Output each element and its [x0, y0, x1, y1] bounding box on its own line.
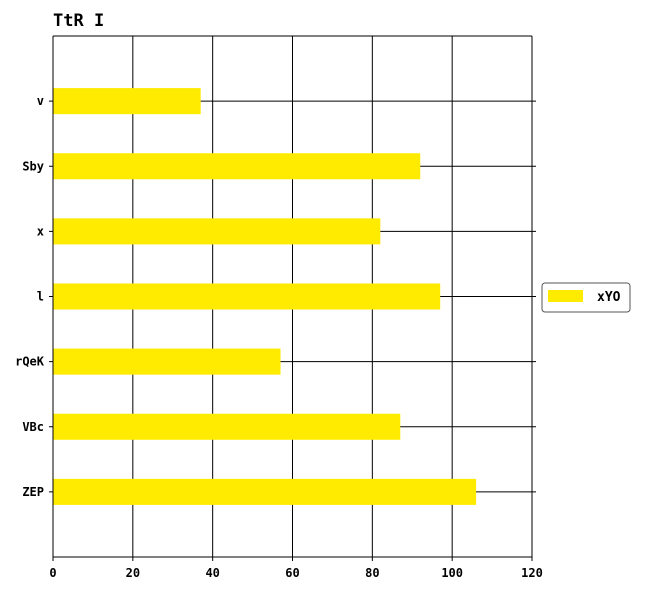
bar-rqek: [53, 348, 281, 375]
x-tick-label: 40: [205, 566, 219, 580]
x-tick-label: 100: [441, 566, 463, 580]
y-tick-label: ZEP: [22, 485, 44, 499]
x-tick-label: 60: [285, 566, 299, 580]
bar-x: [53, 218, 381, 245]
y-tick-label: VBc: [22, 420, 44, 434]
x-axis-ticks: 0 20 40 60 80 100 120: [49, 557, 543, 580]
bar-l: [53, 283, 441, 310]
bar-vbc: [53, 413, 401, 440]
legend: xYO: [541, 282, 631, 313]
bar-zep: [53, 478, 477, 505]
y-tick-label: l: [37, 290, 44, 304]
chart-title: TtR I: [53, 11, 104, 31]
bars: [53, 88, 477, 505]
y-tick-label: v: [37, 94, 44, 108]
bar-sby: [53, 153, 421, 180]
y-tick-label: x: [37, 224, 44, 238]
x-tick-label: 20: [126, 566, 140, 580]
x-tick-label: 80: [365, 566, 379, 580]
y-tick-label: Sby: [22, 159, 44, 173]
y-tick-label: rQeK: [15, 355, 45, 369]
bar-v: [53, 88, 201, 115]
y-axis-ticks: v Sby x l rQeK VBc ZEP: [15, 94, 53, 499]
legend-label: xYO: [597, 290, 621, 305]
legend-swatch: [548, 290, 583, 302]
x-tick-label: 0: [49, 566, 56, 580]
x-tick-label: 120: [521, 566, 543, 580]
